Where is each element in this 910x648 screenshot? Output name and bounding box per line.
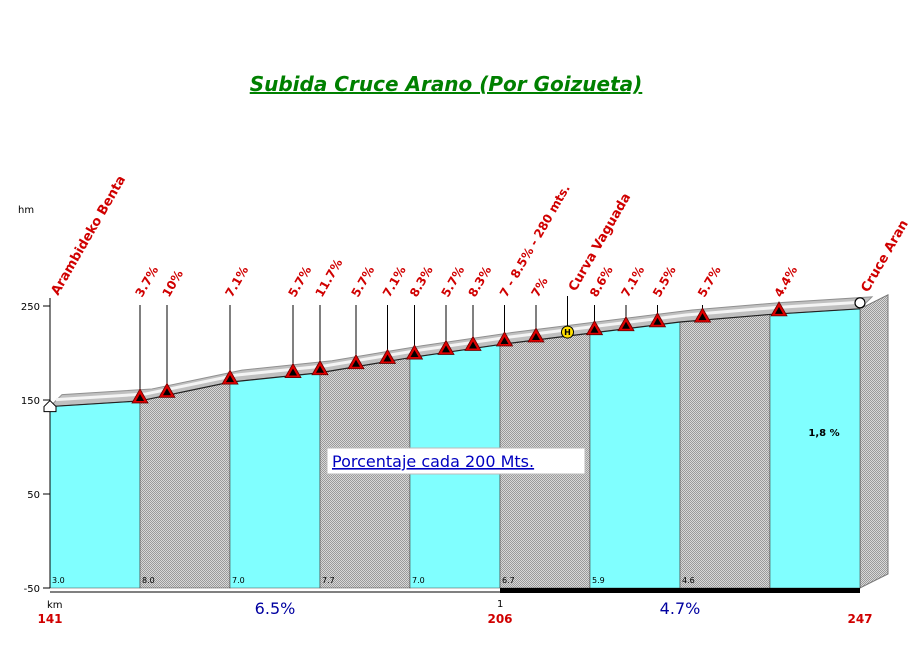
grade-label: 7.1%	[618, 264, 647, 300]
km-axis-highlight	[500, 588, 860, 593]
profile-segment	[679, 314, 771, 589]
warning-triangle-inner	[622, 321, 630, 329]
segment-grade-label: 8.0	[142, 576, 155, 585]
y-tick-label: -50	[24, 584, 40, 595]
grade-label: 8.3%	[407, 264, 436, 300]
grade-label: 7.1%	[222, 264, 251, 300]
segment-grade-label: 5.9	[592, 576, 605, 585]
hostel-icon	[561, 325, 574, 339]
grade-label: 10%	[159, 268, 185, 300]
grade-label: 5.7%	[285, 264, 314, 300]
note-text: Porcentaje cada 200 Mts.	[332, 452, 534, 471]
warning-triangle-inner	[136, 393, 144, 401]
segment-grade-label: 7.7	[322, 576, 335, 585]
warning-triangle-inner	[442, 345, 450, 353]
grade-label: 3.7%	[132, 264, 161, 300]
warning-triangle-inner	[698, 313, 707, 321]
warning-triangle-inner	[316, 365, 324, 373]
grade-label: 4.4%	[771, 264, 800, 300]
last-segment-grade: 1,8 %	[808, 428, 839, 439]
profile-segment	[229, 372, 321, 589]
grade-label: 11.7%	[312, 256, 345, 299]
warning-triangle-inner	[469, 341, 477, 349]
note-box	[326, 447, 586, 475]
grade-label: 5.5%	[650, 264, 679, 300]
place-label: Cruce Aran	[858, 218, 910, 295]
y-tick-label: 150	[21, 396, 40, 407]
km-marker-bottom: 247	[847, 612, 872, 626]
summary-grade: 6.5%	[255, 599, 296, 618]
warning-triangle-inner	[590, 325, 599, 333]
grade-label: 5.7%	[695, 264, 724, 300]
grade-label: 5.7%	[438, 264, 467, 300]
y-axis-label: hm	[18, 205, 34, 216]
warning-triangle-inner	[383, 354, 392, 362]
warning-triangle-inner	[352, 359, 360, 367]
profile-segment	[769, 308, 861, 589]
grade-label: 7%	[528, 275, 550, 300]
segment-grade-label: 7.0	[232, 576, 245, 585]
grade-label: 5.7%	[348, 264, 377, 300]
y-tick-label: 50	[27, 490, 40, 501]
km-marker-top: 1	[497, 599, 503, 610]
segment-grade-label: 4.6	[682, 576, 695, 585]
grade-label: 8.3%	[465, 264, 494, 300]
place-label: Arambideko Benta	[48, 173, 129, 298]
y-tick-label: 250	[21, 302, 40, 313]
profile-segment	[139, 381, 231, 589]
summit-icon	[854, 297, 866, 309]
house-icon	[43, 399, 57, 413]
segment-grade-label: 3.0	[52, 576, 65, 585]
warning-triangle-inner	[163, 388, 171, 396]
warning-triangle-inner	[500, 336, 509, 344]
profile-segment	[49, 400, 141, 589]
grade-label: 7.1%	[380, 264, 409, 300]
chart-title: Subida Cruce Arano (Por Goizueta)	[249, 72, 643, 96]
warning-triangle-inner	[289, 368, 297, 376]
warning-triangle-inner	[532, 333, 540, 341]
warning-triangle-inner	[226, 375, 234, 383]
warning-triangle-inner	[653, 317, 662, 325]
profile-side-wall	[859, 294, 889, 589]
road-highlight	[55, 300, 867, 402]
profile-segment	[589, 321, 681, 589]
warning-triangle-inner	[410, 350, 419, 358]
km-marker-bottom: 206	[487, 612, 512, 626]
km-marker-bottom: 141	[37, 612, 62, 626]
profile-line	[49, 308, 861, 408]
summary-grade: 4.7%	[660, 599, 701, 618]
hostel-icon-letter: H	[564, 328, 571, 337]
segment-grade-label: 7.0	[412, 576, 425, 585]
segment-grade-label: 6.7	[502, 576, 515, 585]
warning-triangle-inner	[775, 306, 783, 314]
x-axis-label: km	[47, 600, 63, 611]
